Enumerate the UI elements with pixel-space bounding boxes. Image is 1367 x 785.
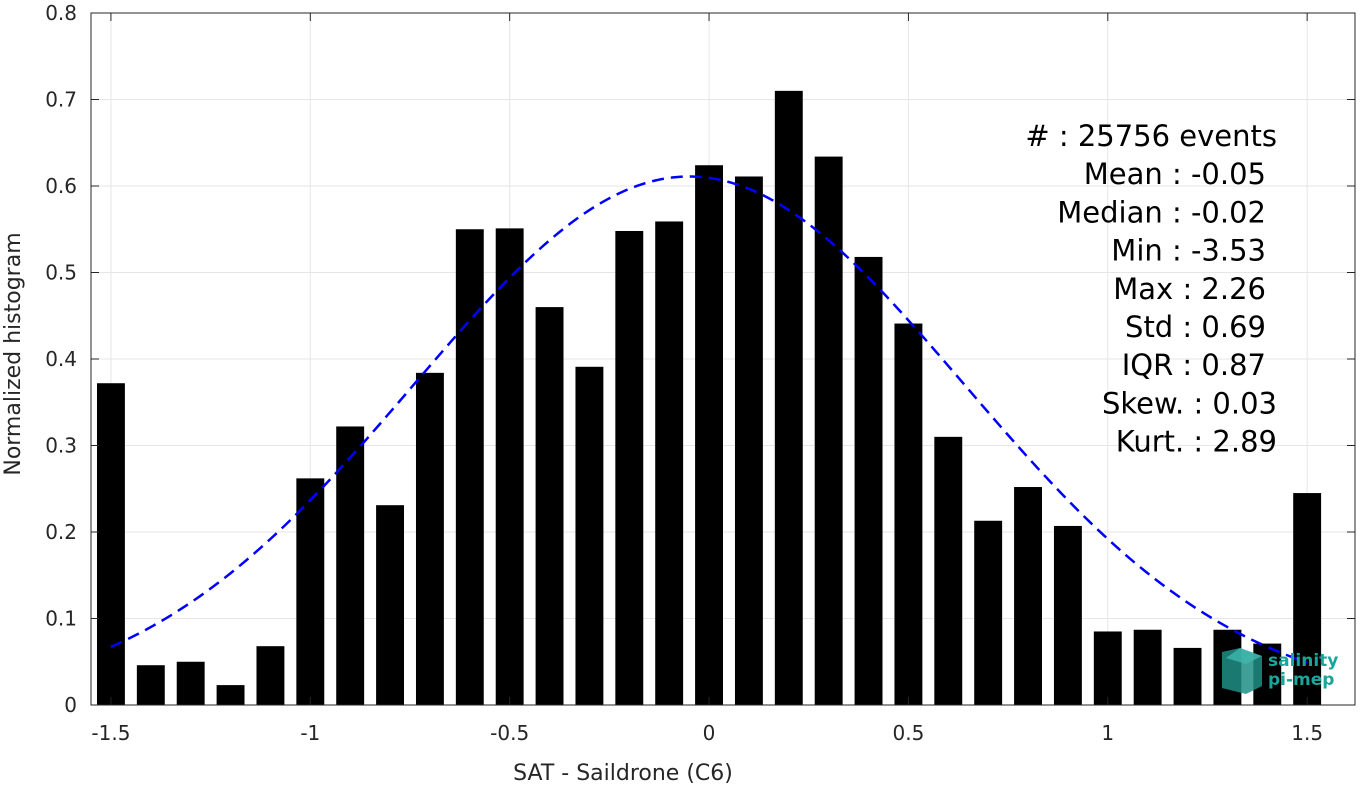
stat-min: Min : -3.53 — [1111, 234, 1266, 268]
logo-line-pimep: pi-mep — [1268, 670, 1334, 690]
histogram-bars — [96, 90, 1322, 706]
histogram-bar — [1014, 487, 1042, 705]
histogram-bar — [1173, 647, 1202, 705]
axis-ticks: -1.5 -1 -0.5 0 0.5 1 1.5 0 0.1 0.2 0.3 0.4 0.5 0.6 0.7… — [45, 1, 1355, 745]
histogram-bar — [814, 156, 843, 706]
histogram-bar — [455, 229, 484, 705]
histogram-bar — [216, 685, 245, 705]
histogram-bar — [1093, 631, 1122, 705]
histogram-bar — [774, 90, 803, 706]
salinity-pimep-logo: salinity pi-mep — [1222, 648, 1338, 694]
x-tick-label: -1 — [300, 721, 320, 745]
y-tick-label: 0.1 — [45, 607, 77, 631]
histogram-bar — [296, 478, 325, 705]
y-tick-label: 0.7 — [45, 88, 77, 112]
logo-cube-face-icon — [1226, 648, 1262, 664]
histogram-bar — [894, 323, 923, 705]
gaussian-fit-layer — [110, 175, 1308, 664]
histogram-bar — [655, 221, 684, 705]
x-tick-label: 1.5 — [1291, 721, 1323, 745]
stat-max: Max : 2.26 — [1113, 272, 1266, 306]
stat-skew: Skew. : 0.03 — [1102, 386, 1277, 420]
x-tick-label: 0 — [703, 721, 716, 745]
histogram-bar — [176, 661, 205, 705]
histogram-bar — [96, 383, 125, 705]
y-tick-label: 0 — [64, 693, 77, 717]
histogram-bar — [734, 176, 763, 706]
stat-kurt: Kurt. : 2.89 — [1116, 425, 1277, 459]
histogram-bar — [974, 520, 1003, 705]
histogram-bar — [136, 665, 165, 705]
y-tick-label: 0.2 — [45, 520, 77, 544]
x-tick-label: -0.5 — [490, 721, 529, 745]
y-tick-label: 0.6 — [45, 174, 77, 198]
stat-std: Std : 0.69 — [1125, 310, 1266, 344]
stat-iqr: IQR : 0.87 — [1122, 348, 1266, 382]
x-tick-label: 0.5 — [893, 721, 925, 745]
histogram-bar — [535, 307, 564, 705]
histogram-bar — [495, 228, 524, 705]
stat-events: # : 25756 events — [1025, 119, 1277, 153]
x-axis-label: SAT - Saildrone (C6) — [513, 761, 733, 785]
histogram-bar — [376, 505, 405, 705]
histogram-bar — [854, 256, 883, 705]
logo-line-salinity: salinity — [1268, 651, 1338, 671]
histogram-bar — [256, 646, 285, 705]
y-axis-label: Normalized histogram — [1, 232, 26, 475]
histogram-bar — [1053, 525, 1082, 705]
histogram-bar — [336, 426, 365, 705]
histogram-bar — [934, 436, 963, 705]
histogram-bar — [1133, 629, 1162, 705]
histogram-bar — [575, 366, 604, 705]
statistics-box: # : 25756 events Mean : -0.05 Median : -… — [1025, 119, 1277, 459]
stat-median: Median : -0.02 — [1057, 195, 1266, 229]
y-tick-label: 0.4 — [45, 347, 77, 371]
y-tick-label: 0.8 — [45, 1, 77, 25]
histogram-bar — [1293, 493, 1322, 705]
histogram-bar — [695, 165, 723, 706]
gaussian-fit-curve — [110, 175, 1308, 664]
y-tick-label: 0.5 — [45, 261, 77, 285]
y-tick-label: 0.3 — [45, 434, 77, 458]
stat-mean: Mean : -0.05 — [1084, 157, 1266, 191]
histogram-bar — [415, 372, 444, 705]
x-tick-label: 1 — [1101, 721, 1114, 745]
x-tick-label: -1.5 — [91, 721, 130, 745]
histogram-bar — [615, 230, 644, 706]
